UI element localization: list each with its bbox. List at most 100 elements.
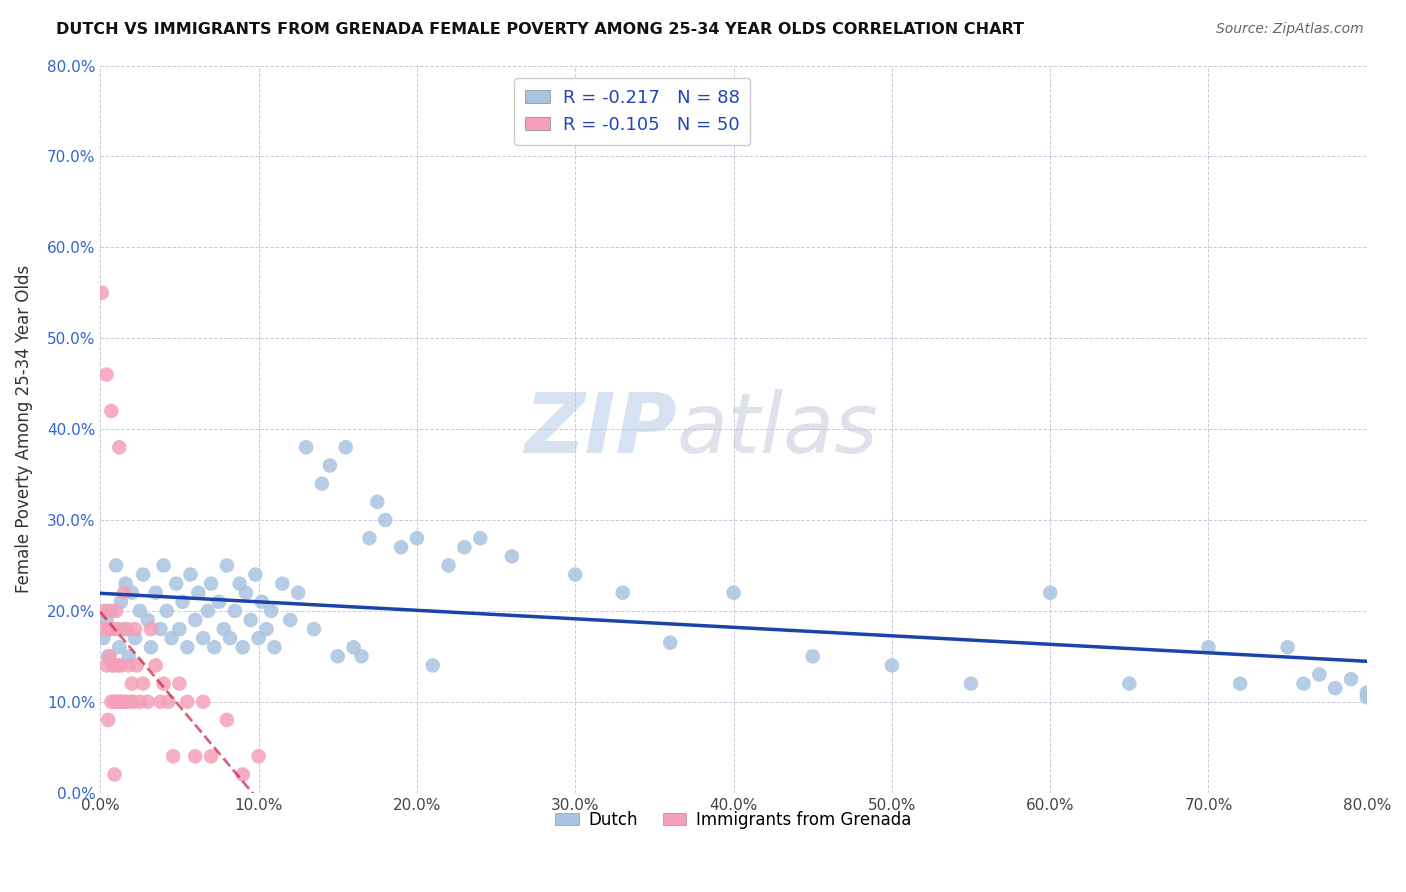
Point xyxy=(105,558,128,573)
Point xyxy=(311,476,333,491)
Point xyxy=(172,595,194,609)
Point xyxy=(187,585,209,599)
Point xyxy=(1324,681,1347,695)
Point xyxy=(98,649,121,664)
Point xyxy=(801,649,824,664)
Point xyxy=(97,649,120,664)
Point xyxy=(215,558,238,573)
Point xyxy=(1308,667,1330,681)
Point xyxy=(374,513,396,527)
Point xyxy=(1198,640,1220,655)
Point xyxy=(108,695,131,709)
Point xyxy=(110,695,132,709)
Point xyxy=(149,695,172,709)
Point xyxy=(122,695,145,709)
Point xyxy=(136,695,159,709)
Point xyxy=(97,713,120,727)
Point xyxy=(245,567,267,582)
Point xyxy=(1039,585,1062,599)
Point xyxy=(1277,640,1299,655)
Point xyxy=(278,613,301,627)
Point xyxy=(169,676,191,690)
Point xyxy=(176,640,198,655)
Point xyxy=(101,658,124,673)
Point xyxy=(295,440,318,454)
Point xyxy=(105,695,128,709)
Point xyxy=(118,658,141,673)
Point xyxy=(93,631,115,645)
Point xyxy=(612,585,634,599)
Point xyxy=(179,567,201,582)
Point xyxy=(287,585,309,599)
Point xyxy=(93,604,115,618)
Point xyxy=(1229,676,1251,690)
Text: Source: ZipAtlas.com: Source: ZipAtlas.com xyxy=(1216,22,1364,37)
Point xyxy=(184,613,207,627)
Point xyxy=(219,631,242,645)
Point xyxy=(128,695,150,709)
Point xyxy=(960,676,983,690)
Point xyxy=(98,622,121,636)
Point xyxy=(139,622,162,636)
Point xyxy=(94,622,117,636)
Text: ZIP: ZIP xyxy=(524,389,676,469)
Point xyxy=(350,649,373,664)
Point xyxy=(880,658,903,673)
Point xyxy=(247,631,270,645)
Point xyxy=(235,585,257,599)
Point xyxy=(215,713,238,727)
Point xyxy=(202,640,225,655)
Point xyxy=(260,604,283,618)
Point xyxy=(97,604,120,618)
Point xyxy=(389,541,412,555)
Point xyxy=(501,549,523,564)
Point xyxy=(191,631,214,645)
Point xyxy=(228,576,250,591)
Point xyxy=(132,567,155,582)
Point xyxy=(157,695,180,709)
Point xyxy=(723,585,745,599)
Point xyxy=(359,531,381,545)
Y-axis label: Female Poverty Among 25-34 Year Olds: Female Poverty Among 25-34 Year Olds xyxy=(15,265,32,593)
Point xyxy=(271,576,294,591)
Point xyxy=(247,749,270,764)
Point xyxy=(145,585,167,599)
Point xyxy=(152,676,174,690)
Point xyxy=(406,531,429,545)
Point xyxy=(110,658,132,673)
Point xyxy=(110,595,132,609)
Point xyxy=(108,440,131,454)
Point xyxy=(302,622,325,636)
Point xyxy=(118,649,141,664)
Point xyxy=(128,604,150,618)
Point xyxy=(437,558,460,573)
Point xyxy=(250,595,273,609)
Point xyxy=(232,640,254,655)
Point xyxy=(335,440,357,454)
Point xyxy=(659,636,682,650)
Point xyxy=(125,658,148,673)
Point xyxy=(169,622,191,636)
Point xyxy=(176,695,198,709)
Point xyxy=(101,658,124,673)
Point xyxy=(1355,686,1378,700)
Point xyxy=(107,622,129,636)
Point xyxy=(453,541,475,555)
Point xyxy=(145,658,167,673)
Point xyxy=(103,695,125,709)
Point xyxy=(124,631,146,645)
Point xyxy=(114,576,136,591)
Point xyxy=(256,622,278,636)
Point xyxy=(124,622,146,636)
Point xyxy=(149,622,172,636)
Point xyxy=(165,576,187,591)
Point xyxy=(197,604,219,618)
Point xyxy=(96,613,118,627)
Point xyxy=(100,404,122,418)
Point xyxy=(121,676,143,690)
Point xyxy=(121,585,143,599)
Point xyxy=(107,658,129,673)
Point xyxy=(100,604,122,618)
Point xyxy=(160,631,183,645)
Point xyxy=(105,604,128,618)
